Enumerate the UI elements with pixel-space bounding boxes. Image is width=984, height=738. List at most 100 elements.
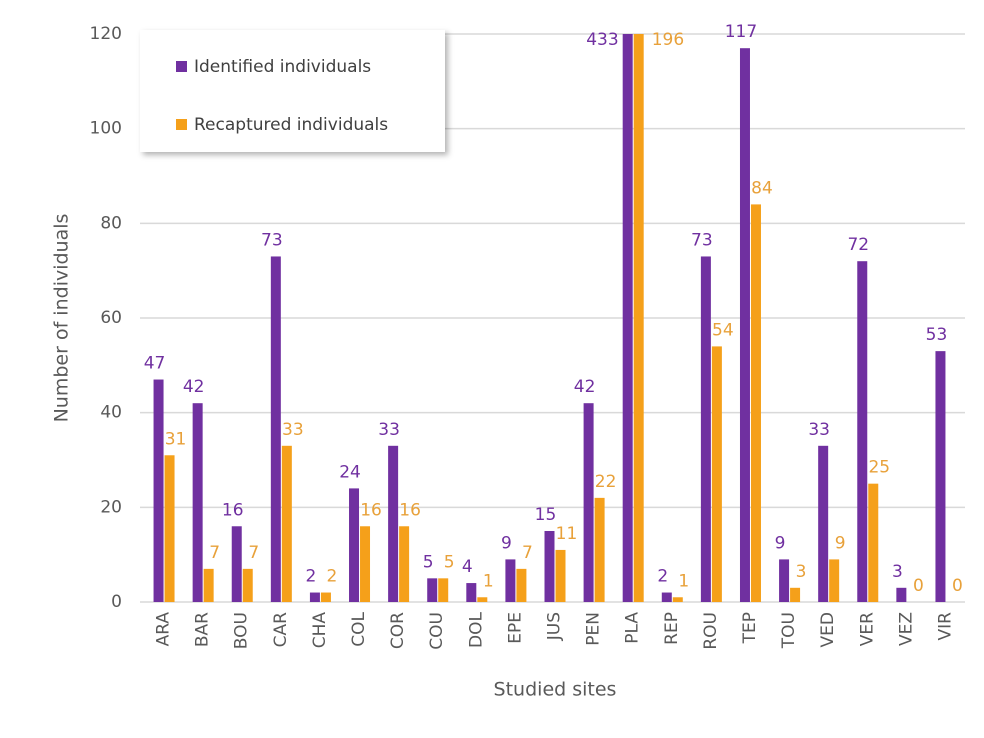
data-label: 33 xyxy=(378,420,400,440)
x-tick-label: TOU xyxy=(779,612,799,649)
data-label: 22 xyxy=(595,472,617,492)
bar xyxy=(360,526,371,602)
bar xyxy=(633,34,644,602)
bar xyxy=(857,261,868,602)
x-tick-label: TEP xyxy=(740,612,760,644)
bar xyxy=(242,568,253,602)
data-label: 42 xyxy=(574,377,596,397)
bar xyxy=(829,559,840,602)
bar xyxy=(281,445,292,602)
data-label: 5 xyxy=(444,552,455,572)
x-tick-label: PEN xyxy=(584,612,604,646)
data-label: 0 xyxy=(952,576,963,596)
bar xyxy=(164,455,175,602)
data-label: 9 xyxy=(775,533,786,553)
data-label: 0 xyxy=(913,576,924,596)
data-label: 25 xyxy=(868,458,890,478)
legend-box xyxy=(140,30,445,152)
bar xyxy=(192,403,203,602)
bar xyxy=(700,256,711,602)
bar xyxy=(399,526,410,602)
legend-swatch xyxy=(176,119,187,130)
bar xyxy=(594,497,605,602)
bar xyxy=(779,559,790,602)
y-tick-label: 120 xyxy=(90,24,122,44)
bar xyxy=(672,597,683,602)
legend: Identified individuals Recaptured individ… xyxy=(140,30,445,152)
data-label: 9 xyxy=(835,533,846,553)
x-tick-label: PLA xyxy=(623,612,643,644)
x-tick-label: BOU xyxy=(232,612,252,649)
x-tick-label: COR xyxy=(388,612,408,649)
bar xyxy=(320,592,331,602)
bar xyxy=(868,483,879,602)
x-tick-label: CHA xyxy=(310,612,330,649)
data-label: 1 xyxy=(483,571,494,591)
data-label: 11 xyxy=(556,524,578,544)
data-label: 84 xyxy=(751,178,773,198)
legend-label: Identified individuals xyxy=(194,57,371,77)
bar xyxy=(818,445,829,602)
data-label: 53 xyxy=(926,325,948,345)
legend-swatch xyxy=(176,61,187,72)
bar xyxy=(739,48,750,602)
data-label: 2 xyxy=(306,567,317,587)
data-label: 24 xyxy=(339,462,361,482)
x-tick-label: COU xyxy=(427,612,447,650)
bar xyxy=(750,204,761,602)
bar xyxy=(583,403,594,602)
bar xyxy=(505,559,516,602)
bar xyxy=(427,578,438,602)
x-tick-label: EPE xyxy=(505,612,525,644)
bar xyxy=(477,597,488,602)
bar xyxy=(555,549,566,602)
bar xyxy=(622,34,633,602)
bar xyxy=(349,488,360,602)
data-label: 7 xyxy=(248,543,259,563)
data-label: 42 xyxy=(183,377,205,397)
x-tick-label: ARA xyxy=(154,612,174,647)
data-label: 3 xyxy=(892,562,903,582)
data-label: 433 xyxy=(586,30,618,50)
x-tick-label: JUS xyxy=(545,612,565,641)
y-tick-label: 20 xyxy=(100,497,122,517)
y-tick-label: 40 xyxy=(100,403,122,423)
bar xyxy=(711,346,722,602)
y-tick-label: 80 xyxy=(100,213,122,233)
bar xyxy=(544,531,555,602)
y-tick-label: 100 xyxy=(90,119,122,139)
data-label: 9 xyxy=(501,533,512,553)
data-label: 16 xyxy=(399,500,421,520)
bars xyxy=(153,34,946,602)
data-label: 196 xyxy=(652,30,684,50)
bar xyxy=(438,578,449,602)
x-axis-title: Studied sites xyxy=(494,679,617,701)
legend-label: Recaptured individuals xyxy=(194,115,388,135)
x-tick-label: VEZ xyxy=(896,612,916,646)
x-tick-label: VER xyxy=(857,612,877,646)
x-tick-label: ROU xyxy=(701,612,721,650)
data-label: 117 xyxy=(725,22,757,42)
x-tick-label: COL xyxy=(349,611,369,646)
data-label: 73 xyxy=(261,230,283,250)
data-label: 1 xyxy=(678,571,689,591)
bar xyxy=(516,568,527,602)
data-label: 33 xyxy=(808,420,830,440)
bar xyxy=(270,256,281,602)
data-label: 31 xyxy=(165,429,187,449)
bar xyxy=(896,587,907,602)
data-label: 2 xyxy=(327,567,338,587)
data-label: 2 xyxy=(657,567,668,587)
bar xyxy=(203,568,214,602)
bar xyxy=(309,592,320,602)
data-label: 54 xyxy=(712,320,734,340)
data-label: 16 xyxy=(360,500,382,520)
data-label: 3 xyxy=(796,562,807,582)
y-tick-label: 60 xyxy=(100,308,122,328)
data-label: 15 xyxy=(535,505,557,525)
data-label: 5 xyxy=(423,552,434,572)
data-label: 7 xyxy=(522,543,533,563)
bar xyxy=(661,592,672,602)
